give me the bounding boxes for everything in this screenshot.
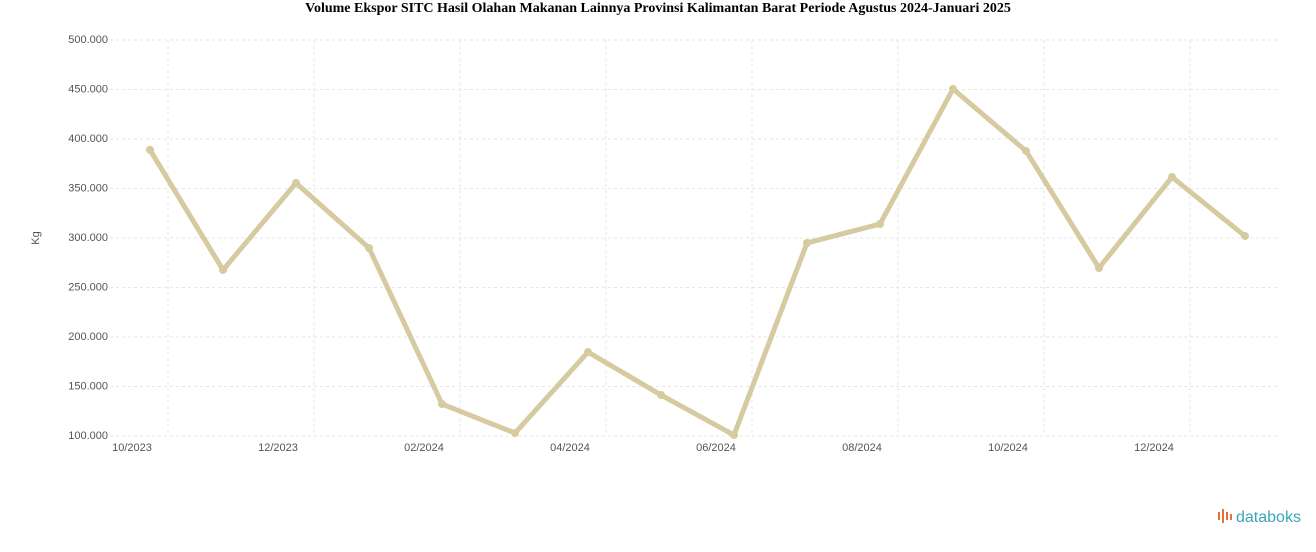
data-point [365,243,373,252]
chart-title: Volume Ekspor SITC Hasil Olahan Makanan … [305,1,1011,16]
x-tick-label: 06/2024 [696,442,736,454]
data-point [146,145,154,154]
logo [1218,509,1232,523]
brand: databoks [1236,509,1301,526]
y-tick-label: 250.000 [68,281,108,293]
y-axis-label: Kg [30,231,42,244]
data-point [876,220,884,229]
data-point [1241,232,1249,241]
data-point [292,178,300,187]
data-point [584,348,592,357]
x-tick-label: 08/2024 [842,442,882,454]
x-tick-label: 12/2024 [1134,442,1174,454]
data-point [1168,173,1176,182]
data-point [1022,146,1030,155]
data-point [730,431,738,440]
x-tick-label: 12/2023 [258,442,298,454]
data-point [803,238,811,247]
data-point [511,429,519,438]
data-point [438,400,446,409]
x-tick-label: 10/2023 [112,442,152,454]
y-tick-label: 100.000 [68,430,108,442]
y-tick-label: 300.000 [68,232,108,244]
y-tick-label: 150.000 [68,380,108,392]
y-tick-label: 350.000 [68,182,108,194]
data-point [219,265,227,274]
data-line [147,86,1247,438]
y-tick-label: 200.000 [68,331,108,343]
y-tick-label: 500.000 [68,34,108,46]
y-tick-label: 450.000 [68,83,108,95]
x-tick-label: 04/2024 [550,442,590,454]
data-point [949,85,957,94]
x-tick-label: 10/2024 [988,442,1028,454]
data-point [657,391,665,400]
data-point [1095,263,1103,272]
y-tick-label: 400.000 [68,133,108,145]
x-tick-label: 02/2024 [404,442,444,454]
